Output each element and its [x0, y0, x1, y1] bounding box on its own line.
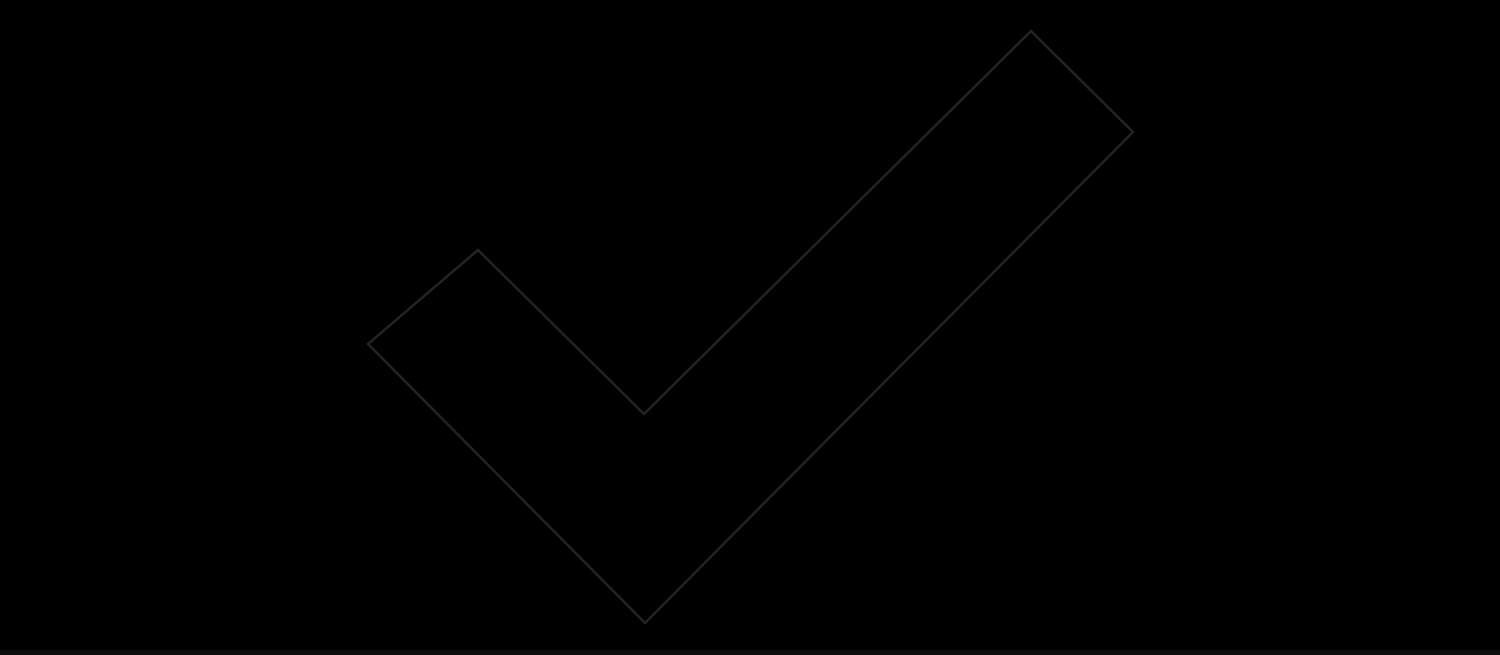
checkmark-outline [366, 29, 1135, 625]
bottom-edge-strip [0, 650, 1500, 655]
